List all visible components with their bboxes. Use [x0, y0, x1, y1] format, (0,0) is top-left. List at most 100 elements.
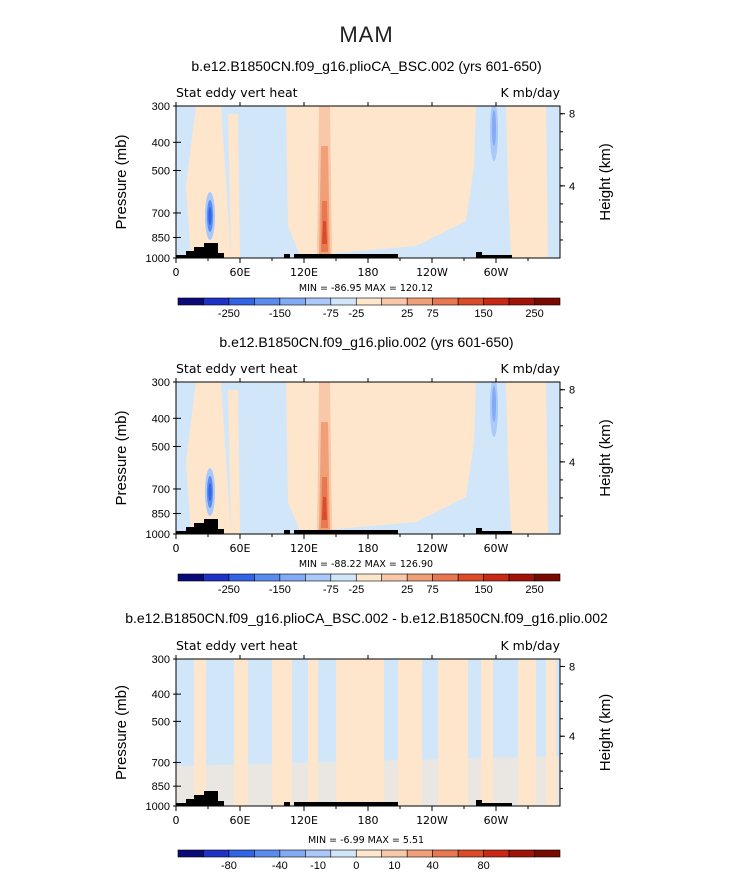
y-tick-label: 850	[152, 232, 170, 244]
x-tick-label: 180	[358, 266, 379, 279]
colorbar-label: 40	[427, 860, 439, 872]
y2-tick-label: 8	[569, 385, 575, 397]
y-tick-label: 1000	[146, 801, 170, 813]
x-tick-label: 60W	[484, 266, 509, 279]
positive-region	[228, 114, 240, 258]
colorbar-box	[177, 849, 204, 858]
colorbar-label: 250	[525, 584, 543, 596]
y-tick-label: 500	[152, 716, 170, 728]
x-tick-label: 120W	[416, 814, 448, 827]
positive-region	[546, 659, 556, 806]
colorbar-box	[508, 297, 535, 306]
colorbar-label: -75	[323, 584, 339, 596]
positive-region	[186, 382, 231, 534]
y-tick-label: 700	[152, 757, 170, 769]
positive-region	[286, 382, 476, 534]
panel-3-title: b.e12.B1850CN.f09_g16.plioCA_BSC.002 - b…	[125, 610, 608, 626]
colorbar-label: 25	[401, 308, 413, 320]
colorbar-box	[406, 573, 433, 582]
colorbar-box	[508, 573, 535, 582]
y2-tick-label: 8	[569, 661, 575, 673]
colorbar-box	[483, 573, 510, 582]
min-max-label: MIN = -6.99 MAX = 5.51	[308, 835, 424, 846]
colorbar-box	[177, 297, 204, 306]
colorbar-box	[406, 849, 433, 858]
figure-title: MAM	[339, 22, 394, 47]
min-max-label: MIN = -88.22 MAX = 126.90	[299, 559, 433, 570]
negative-region	[492, 386, 496, 422]
colorbar-label: 0	[353, 860, 359, 872]
x-tick-label: 60E	[230, 266, 251, 279]
colorbar-label: -10	[310, 860, 326, 872]
colorbar-box	[177, 573, 204, 582]
colorbar-label: 150	[474, 308, 492, 320]
colorbar-box	[483, 849, 510, 858]
colorbar-box	[534, 297, 561, 306]
negative-region	[276, 382, 284, 534]
topography-mask	[176, 519, 512, 534]
colorbar-box	[279, 849, 306, 858]
colorbar-box	[381, 297, 408, 306]
units-label: K mb/day	[501, 361, 561, 376]
y-axis-label: Pressure (mb)	[113, 410, 130, 505]
y-axis-label: Pressure (mb)	[113, 134, 130, 229]
variable-label: Stat eddy vert heat	[176, 361, 298, 376]
y2-tick-label: 8	[569, 109, 575, 121]
positive-region	[322, 497, 327, 520]
colorbar: -250 -150 -75 -25 25 75 150 250	[177, 573, 561, 596]
positive-region	[308, 659, 318, 806]
panel-2-title: b.e12.B1850CN.f09_g16.plio.002 (yrs 601-…	[219, 334, 514, 350]
colorbar-label: -75	[323, 308, 339, 320]
panel-1: Stat eddy vert heat K mb/day 300 400 500 700 8…	[113, 85, 614, 320]
y-tick-label: 1000	[146, 253, 170, 265]
colorbar-box	[279, 573, 306, 582]
colorbar-box	[203, 297, 230, 306]
y2-axis-label: Height (km)	[597, 419, 614, 497]
colorbar: -80 -40 -10 0 10 40 80	[177, 849, 561, 872]
y-axis-label: Pressure (mb)	[113, 685, 130, 780]
y-tick-label: 400	[152, 689, 170, 701]
x-tick-label: 0	[173, 814, 180, 827]
colorbar-box	[508, 849, 535, 858]
x-tick-label: 0	[173, 266, 180, 279]
positive-region	[228, 390, 240, 534]
min-max-label: MIN = -86.95 MAX = 120.12	[299, 283, 433, 294]
colorbar-box	[279, 297, 306, 306]
colorbar-label: 150	[474, 584, 492, 596]
colorbar-box	[432, 849, 459, 858]
contour-field	[176, 382, 560, 534]
y-tick-label: 850	[152, 781, 170, 793]
y-tick-label: 700	[152, 208, 170, 220]
negative-region	[208, 483, 212, 501]
colorbar-label: 75	[427, 308, 439, 320]
colorbar-box	[534, 849, 561, 858]
colorbar-box	[457, 849, 484, 858]
x-tick-label: 180	[358, 814, 379, 827]
negative-region	[276, 106, 284, 258]
colorbar-box	[355, 849, 383, 858]
y2-tick-label: 4	[569, 457, 575, 469]
colorbar-box	[457, 573, 484, 582]
colorbar: -250 -150 -75 -25 25 75 150 250	[177, 297, 561, 320]
colorbar-label: -250	[218, 584, 240, 596]
x-tick-label: 60W	[484, 814, 509, 827]
variable-label: Stat eddy vert heat	[176, 85, 298, 100]
colorbar-label: 80	[477, 860, 489, 872]
negative-region	[208, 207, 212, 225]
colorbar-box	[534, 573, 561, 582]
contour-field	[176, 106, 560, 258]
colorbar-label: -150	[269, 584, 291, 596]
positive-region	[506, 382, 548, 534]
x-tick-label: 120W	[416, 266, 448, 279]
colorbar-label: 250	[525, 308, 543, 320]
y-tick-label: 300	[152, 654, 170, 666]
colorbar-box	[305, 849, 332, 858]
colorbar-box	[432, 297, 459, 306]
colorbar-box	[254, 849, 281, 858]
colorbar-box	[457, 297, 484, 306]
colorbar-label: -150	[269, 308, 291, 320]
colorbar-label: -25	[348, 308, 364, 320]
colorbar-box	[483, 297, 510, 306]
y-tick-label: 500	[152, 165, 170, 177]
